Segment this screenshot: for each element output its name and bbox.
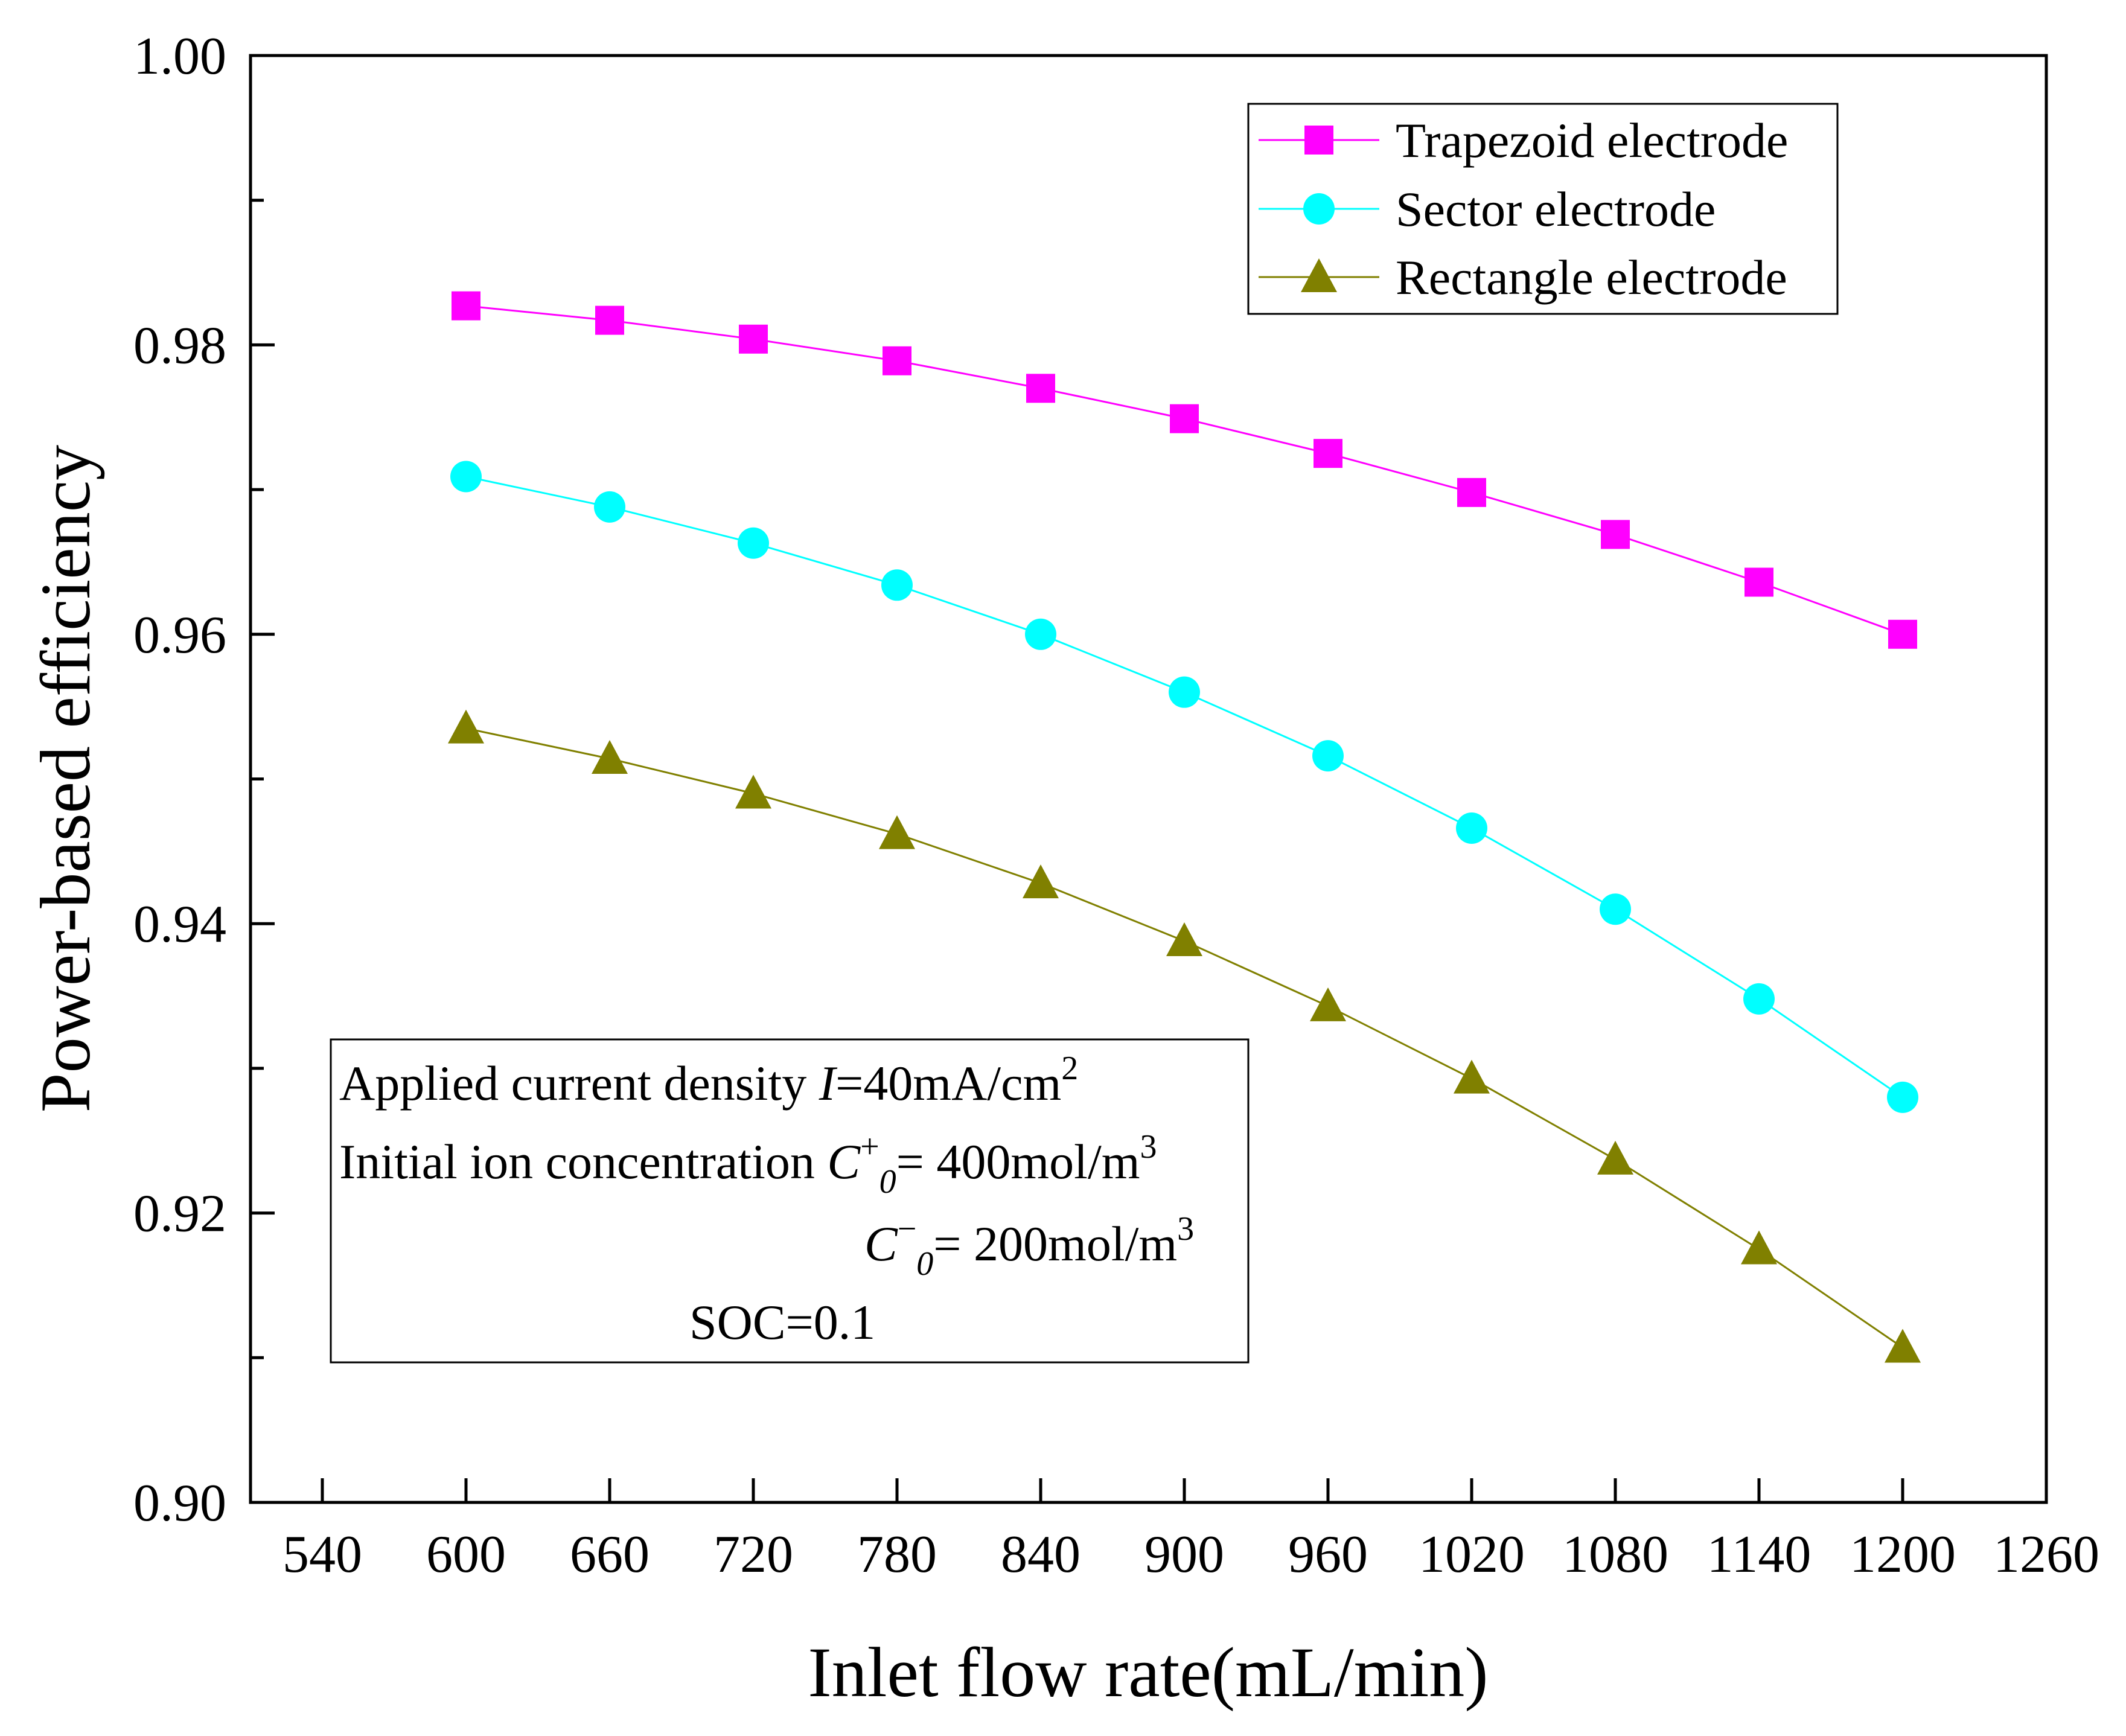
series-trapezoid-electrode [452,291,1917,649]
data-point [735,774,771,809]
data-point [1026,374,1055,403]
data-point [1601,520,1630,549]
legend-marker [1303,193,1335,225]
x-tick-label: 720 [713,1525,793,1584]
y-axis-ticks: 0.90 0.92 0.94 0.96 0.98 1.00 [133,27,275,1533]
data-point [450,461,482,493]
x-tick-label: 540 [283,1525,362,1584]
data-point [592,739,628,774]
data-point [883,346,911,375]
x-tick-label: 780 [857,1525,937,1584]
x-tick-label: 1080 [1562,1525,1668,1584]
y-tick-label: 1.00 [133,27,226,86]
data-point [738,527,769,559]
data-point [1170,404,1199,433]
x-tick-label: 1200 [1850,1525,1956,1584]
y-axis-label: Power-based efficiency [26,445,105,1112]
data-point [1023,864,1059,899]
data-point [1741,1230,1777,1265]
data-point [1025,618,1056,650]
data-point [1743,983,1775,1015]
annotation-ion-value-pos: = 400mol/m [896,1134,1140,1189]
data-point [1597,1140,1633,1175]
x-tick-label: 600 [426,1525,506,1584]
annotation-ion-sup-neg: − [898,1210,917,1248]
annotation-ion-unit-sup-pos: 3 [1140,1128,1157,1166]
data-point [1457,477,1486,507]
annotation-ion-sup-pos: + [860,1128,879,1166]
legend: Trapezoid electrode Sector electrode Recta… [1247,103,1839,315]
data-point [448,709,484,744]
legend-label: Rectangle electrode [1396,250,1787,305]
annotation-current-value: =40mA/cm [835,1056,1061,1111]
series-sector-electrode [450,461,1918,1113]
data-point [1885,1329,1921,1363]
y-tick-label: 0.94 [133,895,226,954]
data-point [739,324,768,354]
x-tick-label: 1260 [1993,1525,2099,1584]
data-point [1314,439,1342,468]
data-point [1310,987,1346,1021]
annotation-ion-sub-neg: 0 [916,1245,933,1283]
data-point [1745,567,1773,597]
annotation-line-1: Applied current density I=40mA/cm2 [339,1050,1078,1111]
annotation-box [330,1038,1250,1364]
annotation-line-3: C−0= 200mol/m3 [864,1210,1194,1283]
legend-item: Sector electrode [1259,182,1716,237]
x-axis-ticks: 540 600 660 720 780 840 900 960 1020 1080 1140 1200… [283,1478,2099,1584]
y-tick-label: 0.92 [133,1185,226,1243]
annotation-ion-unit-sup-neg: 3 [1177,1210,1194,1248]
annotation-current-sup: 2 [1061,1050,1078,1087]
annotation: Applied current density I=40mA/cm2 Initi… [330,1038,1250,1364]
data-point [1166,922,1202,956]
legend-label: Trapezoid electrode [1396,113,1788,168]
legend-label: Sector electrode [1396,182,1716,237]
data-point [1169,676,1200,708]
annotation-ion-value-neg: = 200mol/m [933,1216,1177,1271]
series-rectangle-electrode [448,709,1921,1363]
data-point [452,291,480,321]
y-tick-label: 0.90 [133,1474,226,1533]
data-point [881,569,913,601]
annotation-line-4: SOC=0.1 [689,1295,875,1350]
data-point [595,305,624,335]
annotation-current-var: I [819,1056,838,1111]
data-point [1887,1081,1918,1113]
annotation-current-label: Applied current density [339,1056,819,1111]
legend-marker [1301,258,1337,292]
data-point [1888,619,1917,649]
annotation-line-2: Initial ion concentration C+0= 400mol/m3 [339,1128,1157,1201]
x-tick-label: 960 [1288,1525,1368,1584]
x-tick-label: 1140 [1707,1525,1812,1584]
legend-marker [1304,126,1333,155]
data-point [1456,812,1487,844]
data-point [1600,893,1631,925]
annotation-ion-label: Initial ion concentration [339,1134,827,1189]
annotation-ion-var-pos: C [827,1134,861,1189]
x-axis-label: Inlet flow rate(mL/min) [808,1633,1488,1712]
x-tick-label: 900 [1144,1525,1224,1584]
data-point [1454,1059,1490,1094]
data-point [594,491,625,523]
data-point [1312,740,1344,772]
x-tick-label: 1020 [1419,1525,1525,1584]
x-tick-label: 840 [1001,1525,1081,1584]
data-point [879,815,915,849]
series-layer [448,291,1921,1363]
annotation-ion-sub-pos: 0 [879,1163,896,1201]
annotation-ion-var-neg: C [864,1216,898,1271]
y-tick-label: 0.98 [133,316,226,375]
x-tick-label: 660 [570,1525,650,1584]
y-tick-label: 0.96 [133,606,226,665]
legend-items: Trapezoid electrode Sector electrode Recta… [1259,113,1788,305]
legend-item: Rectangle electrode [1259,250,1787,305]
legend-item: Trapezoid electrode [1259,113,1788,168]
